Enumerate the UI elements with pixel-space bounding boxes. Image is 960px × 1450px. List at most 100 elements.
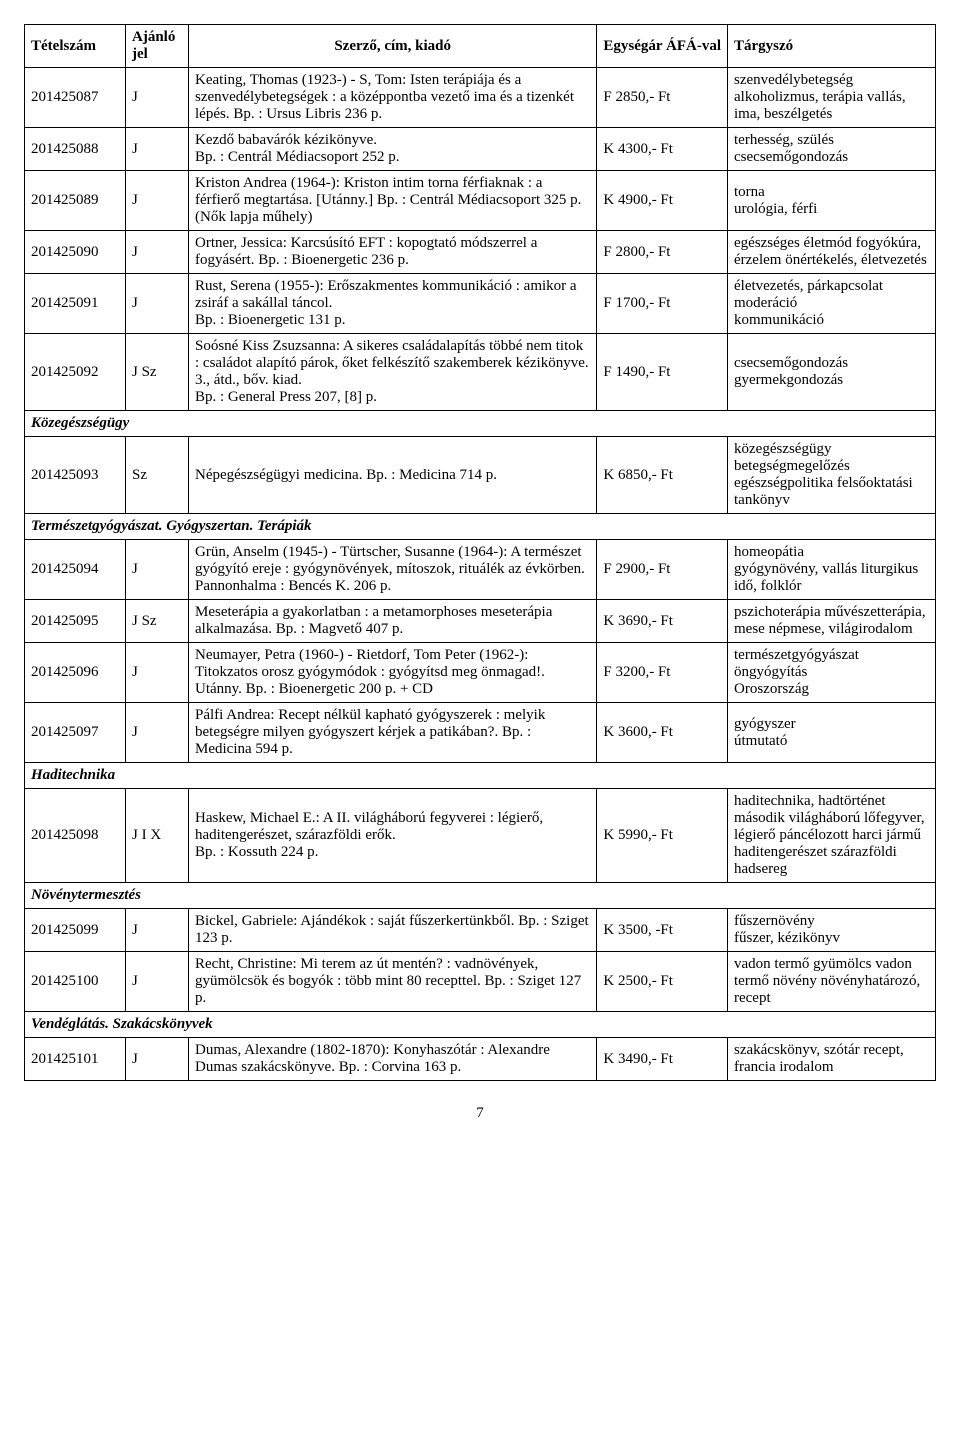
table-row: 201425091JRust, Serena (1955-): Erőszakm… <box>25 274 936 334</box>
cell-main: Soósné Kiss Zsuzsanna: A sikeres családa… <box>189 334 597 411</box>
table-row: Közegészségügy <box>25 411 936 437</box>
cell-price: K 4900,- Ft <box>597 171 728 231</box>
cell-jel: J <box>126 909 189 952</box>
section-label: Növénytermesztés <box>25 883 936 909</box>
cell-price: K 4300,- Ft <box>597 128 728 171</box>
cell-main: Keating, Thomas (1923-) - S, Tom: Isten … <box>189 68 597 128</box>
cell-price: F 1700,- Ft <box>597 274 728 334</box>
cell-price: K 3490,- Ft <box>597 1038 728 1081</box>
cell-price: F 2850,- Ft <box>597 68 728 128</box>
cell-tag: vadon termő gyümölcs vadon termő növény … <box>728 952 936 1012</box>
header-main: Szerző, cím, kiadó <box>189 25 597 68</box>
cell-id: 201425092 <box>25 334 126 411</box>
cell-tag: életvezetés, párkapcsolat moderációkommu… <box>728 274 936 334</box>
cell-id: 201425095 <box>25 600 126 643</box>
cell-main: Kezdő babavárók kézikönyve.Bp. : Centrál… <box>189 128 597 171</box>
cell-jel: J Sz <box>126 600 189 643</box>
cell-main: Pálfi Andrea: Recept nélkül kapható gyóg… <box>189 703 597 763</box>
cell-jel: J <box>126 231 189 274</box>
cell-jel: J <box>126 274 189 334</box>
cell-id: 201425088 <box>25 128 126 171</box>
cell-id: 201425093 <box>25 437 126 514</box>
cell-jel: J <box>126 540 189 600</box>
cell-tag: közegészségügy betegségmegelőzés egészsé… <box>728 437 936 514</box>
cell-tag: homeopátiagyógynövény, vallás liturgikus… <box>728 540 936 600</box>
page-number: 7 <box>24 1105 936 1122</box>
cell-main: Népegészségügyi medicina. Bp. : Medicina… <box>189 437 597 514</box>
table-row: Természetgyógyászat. Gyógyszertan. Teráp… <box>25 514 936 540</box>
cell-tag: szakácskönyv, szótár recept, francia iro… <box>728 1038 936 1081</box>
cell-tag: csecsemőgondozás gyermekgondozás <box>728 334 936 411</box>
section-label: Haditechnika <box>25 763 936 789</box>
cell-tag: természetgyógyászat öngyógyításOroszorsz… <box>728 643 936 703</box>
cell-main: Dumas, Alexandre (1802-1870): Konyhaszót… <box>189 1038 597 1081</box>
cell-price: F 1490,- Ft <box>597 334 728 411</box>
cell-jel: J I X <box>126 789 189 883</box>
table-row: 201425100JRecht, Christine: Mi terem az … <box>25 952 936 1012</box>
cell-price: K 2500,- Ft <box>597 952 728 1012</box>
table-row: Haditechnika <box>25 763 936 789</box>
cell-main: Neumayer, Petra (1960-) - Rietdorf, Tom … <box>189 643 597 703</box>
section-label: Vendéglátás. Szakácskönyvek <box>25 1012 936 1038</box>
cell-tag: terhesség, szülés csecsemőgondozás <box>728 128 936 171</box>
cell-jel: J <box>126 128 189 171</box>
cell-jel: J <box>126 703 189 763</box>
cell-main: Bickel, Gabriele: Ajándékok : saját fűsz… <box>189 909 597 952</box>
cell-id: 201425100 <box>25 952 126 1012</box>
cell-price: K 5990,- Ft <box>597 789 728 883</box>
cell-jel: J <box>126 171 189 231</box>
cell-price: F 3200,- Ft <box>597 643 728 703</box>
cell-price: K 6850,- Ft <box>597 437 728 514</box>
cell-main: Kriston Andrea (1964-): Kriston intim to… <box>189 171 597 231</box>
table-row: 201425088JKezdő babavárók kézikönyve.Bp.… <box>25 128 936 171</box>
cell-main: Meseterápia a gyakorlatban : a metamorph… <box>189 600 597 643</box>
cell-main: Rust, Serena (1955-): Erőszakmentes komm… <box>189 274 597 334</box>
cell-id: 201425087 <box>25 68 126 128</box>
table-row: 201425097JPálfi Andrea: Recept nélkül ka… <box>25 703 936 763</box>
table-row: 201425093SzNépegészségügyi medicina. Bp.… <box>25 437 936 514</box>
header-row: Tételszám Ajánló jel Szerző, cím, kiadó … <box>25 25 936 68</box>
cell-id: 201425096 <box>25 643 126 703</box>
cell-id: 201425091 <box>25 274 126 334</box>
cell-price: K 3690,- Ft <box>597 600 728 643</box>
table-row: 201425090JOrtner, Jessica: Karcsúsító EF… <box>25 231 936 274</box>
cell-price: K 3500, -Ft <box>597 909 728 952</box>
cell-main: Ortner, Jessica: Karcsúsító EFT : kopogt… <box>189 231 597 274</box>
cell-tag: pszichoterápia művészetterápia, mese nép… <box>728 600 936 643</box>
section-label: Közegészségügy <box>25 411 936 437</box>
cell-tag: haditechnika, hadtörténet második világh… <box>728 789 936 883</box>
table-row: 201425087JKeating, Thomas (1923-) - S, T… <box>25 68 936 128</box>
cell-id: 201425101 <box>25 1038 126 1081</box>
cell-main: Haskew, Michael E.: A II. világháború fe… <box>189 789 597 883</box>
table-row: Vendéglátás. Szakácskönyvek <box>25 1012 936 1038</box>
table-row: 201425096JNeumayer, Petra (1960-) - Riet… <box>25 643 936 703</box>
cell-main: Grün, Anselm (1945-) - Türtscher, Susann… <box>189 540 597 600</box>
table-row: 201425089JKriston Andrea (1964-): Kristo… <box>25 171 936 231</box>
table-row: 201425098J I XHaskew, Michael E.: A II. … <box>25 789 936 883</box>
header-price: Egységár ÁFÁ-val <box>597 25 728 68</box>
table-row: Növénytermesztés <box>25 883 936 909</box>
table-row: 201425094JGrün, Anselm (1945-) - Türtsch… <box>25 540 936 600</box>
cell-price: F 2800,- Ft <box>597 231 728 274</box>
cell-tag: fűszernövényfűszer, kézikönyv <box>728 909 936 952</box>
cell-main: Recht, Christine: Mi terem az út mentén?… <box>189 952 597 1012</box>
header-id: Tételszám <box>25 25 126 68</box>
cell-jel: Sz <box>126 437 189 514</box>
catalog-table: Tételszám Ajánló jel Szerző, cím, kiadó … <box>24 24 936 1081</box>
cell-id: 201425090 <box>25 231 126 274</box>
table-row: 201425099JBickel, Gabriele: Ajándékok : … <box>25 909 936 952</box>
cell-price: K 3600,- Ft <box>597 703 728 763</box>
cell-jel: J <box>126 68 189 128</box>
cell-jel: J <box>126 1038 189 1081</box>
section-label: Természetgyógyászat. Gyógyszertan. Teráp… <box>25 514 936 540</box>
header-jel: Ajánló jel <box>126 25 189 68</box>
header-tag: Tárgyszó <box>728 25 936 68</box>
cell-jel: J <box>126 643 189 703</box>
table-row: 201425095J SzMeseterápia a gyakorlatban … <box>25 600 936 643</box>
cell-tag: tornaurológia, férfi <box>728 171 936 231</box>
cell-jel: J <box>126 952 189 1012</box>
table-row: 201425092J SzSoósné Kiss Zsuzsanna: A si… <box>25 334 936 411</box>
cell-tag: gyógyszerútmutató <box>728 703 936 763</box>
cell-id: 201425098 <box>25 789 126 883</box>
cell-tag: szenvedélybetegség alkoholizmus, terápia… <box>728 68 936 128</box>
